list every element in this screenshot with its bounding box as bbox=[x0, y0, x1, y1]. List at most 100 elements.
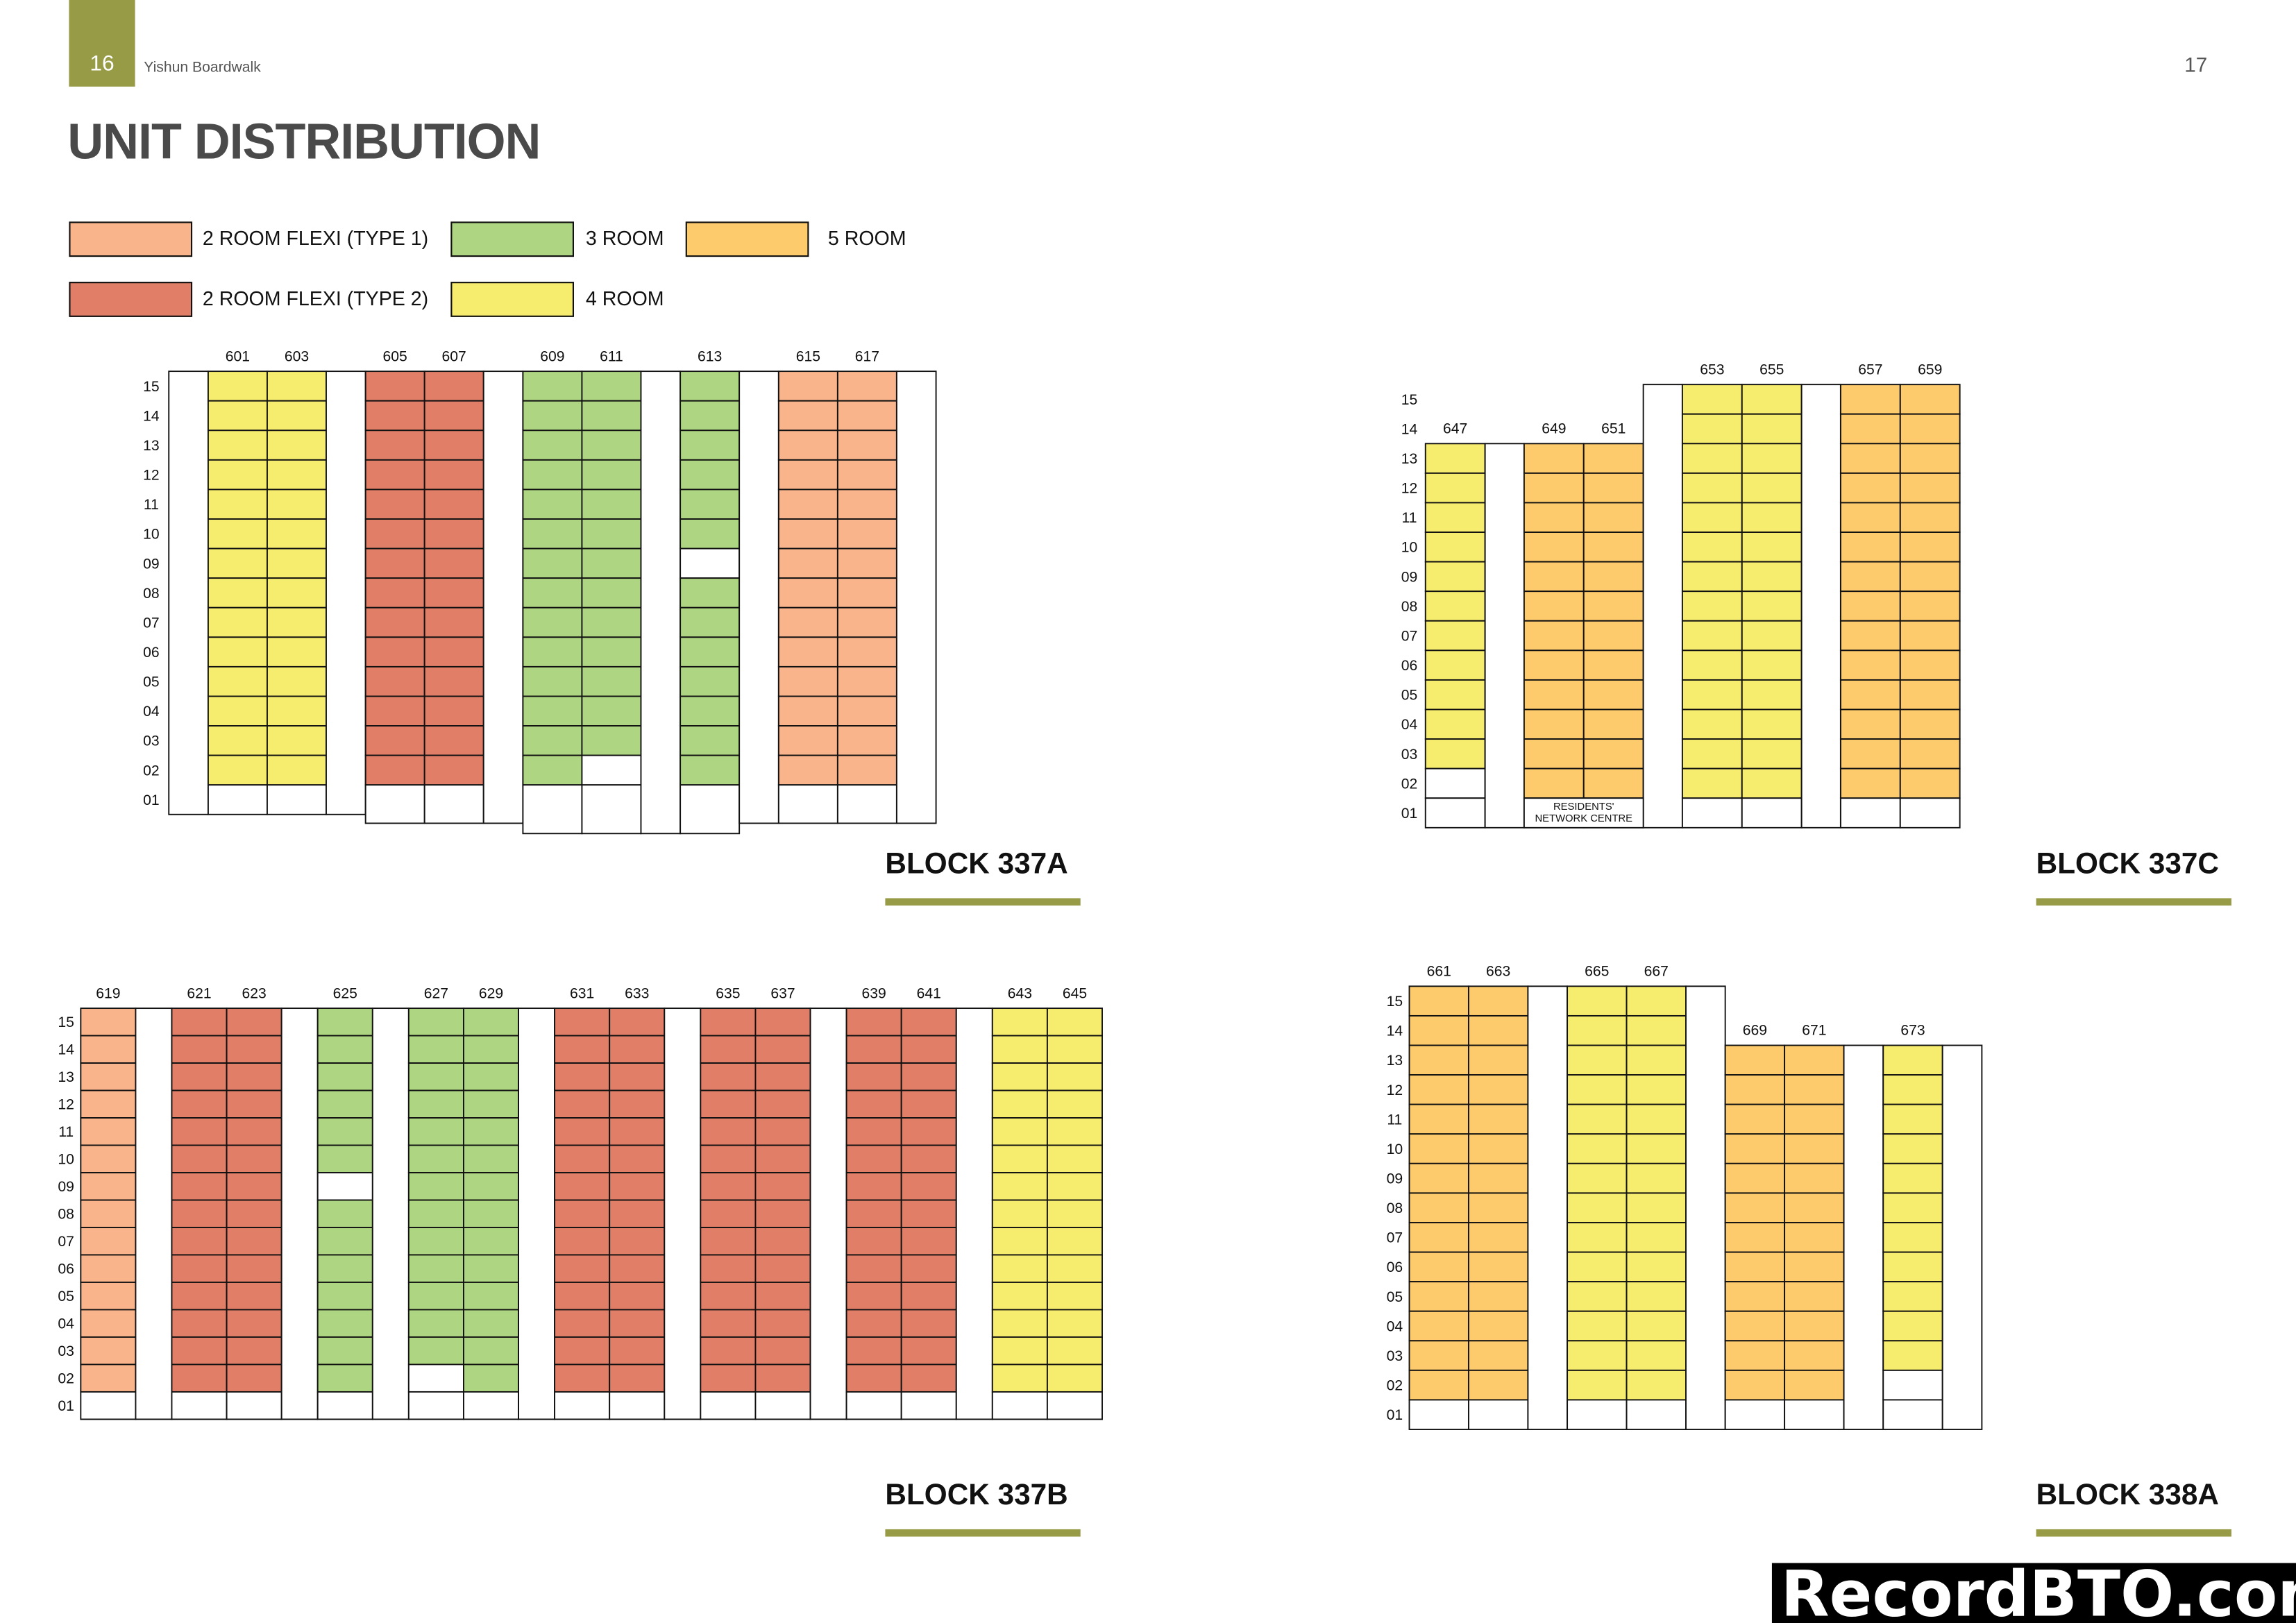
unit-cell-605-13 bbox=[364, 430, 425, 461]
unit-cell-663-01 bbox=[1467, 1399, 1529, 1430]
unit-number-label: 625 bbox=[333, 985, 357, 1001]
unit-cell-645-15 bbox=[1046, 1008, 1103, 1037]
unit-cell-669-13 bbox=[1724, 1044, 1786, 1076]
unit-cell-653-15 bbox=[1681, 384, 1743, 415]
unit-cell-607-01 bbox=[423, 784, 484, 824]
unit-cell-603-09 bbox=[266, 547, 327, 579]
unit-cell-603-04 bbox=[266, 695, 327, 726]
unit-cell-649-04 bbox=[1523, 708, 1585, 740]
unit-cell-661-14 bbox=[1408, 1014, 1469, 1046]
unit-cell-625-13 bbox=[316, 1062, 373, 1091]
unit-cell-615-04 bbox=[777, 695, 838, 726]
floor-label: 15 bbox=[1401, 392, 1418, 408]
floor-label: 15 bbox=[143, 379, 160, 395]
unit-cell-611-03 bbox=[581, 725, 642, 756]
unit-cell-647-04 bbox=[1424, 708, 1486, 740]
unit-cell-649-10 bbox=[1523, 532, 1585, 563]
floor-label: 02 bbox=[1387, 1378, 1403, 1394]
unit-cell-669-02 bbox=[1724, 1369, 1786, 1401]
unit-cell-633-14 bbox=[609, 1035, 666, 1064]
legend-label-room5: 5 ROOM bbox=[827, 227, 906, 250]
unit-cell-629-03 bbox=[462, 1336, 520, 1366]
unit-cell-653-04 bbox=[1681, 708, 1743, 740]
unit-cell-611-06 bbox=[581, 636, 642, 668]
unit-cell-661-03 bbox=[1408, 1340, 1469, 1371]
unit-cell-665-05 bbox=[1567, 1281, 1628, 1312]
unit-cell-665-11 bbox=[1567, 1103, 1628, 1135]
unit-cell-653-10 bbox=[1681, 532, 1743, 563]
unit-number-label: 667 bbox=[1644, 964, 1669, 980]
unit-cell-627-10 bbox=[407, 1144, 464, 1173]
unit-cell-641-12 bbox=[900, 1089, 957, 1119]
floor-label: 05 bbox=[58, 1289, 74, 1305]
unit-cell-653-12 bbox=[1681, 472, 1743, 504]
unit-number-label: 641 bbox=[917, 985, 941, 1001]
unit-cell-641-15 bbox=[900, 1008, 957, 1037]
unit-cell-669-08 bbox=[1724, 1192, 1786, 1223]
unit-cell-671-13 bbox=[1784, 1044, 1845, 1076]
unit-cell-631-04 bbox=[554, 1309, 611, 1338]
unit-cell-659-07 bbox=[1899, 620, 1961, 652]
unit-number-label: 663 bbox=[1486, 964, 1510, 980]
unit-cell-607-05 bbox=[423, 665, 484, 697]
unit-cell-635-02 bbox=[700, 1363, 757, 1393]
unit-cell-629-10 bbox=[462, 1144, 520, 1173]
unit-cell-665-04 bbox=[1567, 1310, 1628, 1342]
unit-cell-667-07 bbox=[1626, 1222, 1687, 1253]
unit-cell-669-01 bbox=[1724, 1399, 1786, 1430]
unit-cell-603-11 bbox=[266, 488, 327, 520]
unit-cell-655-10 bbox=[1741, 532, 1803, 563]
floor-label: 04 bbox=[1401, 717, 1418, 733]
residents-network-centre-label: NETWORK CENTRE bbox=[1535, 813, 1632, 824]
unit-cell-623-13 bbox=[226, 1062, 282, 1091]
unit-number-label: 653 bbox=[1700, 362, 1724, 377]
floor-label: 09 bbox=[1387, 1171, 1403, 1187]
unit-number-label: 623 bbox=[242, 985, 266, 1001]
unit-cell-611-15 bbox=[581, 371, 642, 402]
unit-cell-653-06 bbox=[1681, 649, 1743, 681]
floor-label: 05 bbox=[1401, 688, 1418, 704]
unit-cell-643-05 bbox=[991, 1282, 1048, 1311]
unit-cell-661-07 bbox=[1408, 1222, 1469, 1253]
unit-cell-605-08 bbox=[364, 577, 425, 609]
unit-cell-657-15 bbox=[1839, 384, 1901, 415]
unit-cell-623-10 bbox=[226, 1144, 282, 1173]
unit-cell-653-07 bbox=[1681, 620, 1743, 652]
unit-cell-607-02 bbox=[423, 754, 484, 786]
unit-cell-645-12 bbox=[1046, 1089, 1103, 1119]
unit-cell-663-13 bbox=[1467, 1044, 1529, 1076]
unit-cell-643-03 bbox=[991, 1336, 1048, 1366]
unit-cell-637-01 bbox=[754, 1391, 811, 1420]
unit-cell-651-02 bbox=[1582, 767, 1644, 799]
unit-cell-661-06 bbox=[1408, 1251, 1469, 1283]
unit-cell-655-04 bbox=[1741, 708, 1803, 740]
unit-cell-657-04 bbox=[1839, 708, 1901, 740]
unit-cell-639-13 bbox=[845, 1062, 902, 1091]
void-column bbox=[518, 1008, 556, 1420]
unit-cell-611-13 bbox=[581, 430, 642, 461]
unit-cell-651-07 bbox=[1582, 620, 1644, 652]
unit-cell-637-03 bbox=[754, 1336, 811, 1366]
block-337c-title: BLOCK 337C bbox=[2036, 848, 2219, 881]
unit-cell-663-04 bbox=[1467, 1310, 1529, 1342]
unit-cell-647-06 bbox=[1424, 649, 1486, 681]
unit-number-label: 649 bbox=[1542, 421, 1566, 437]
unit-cell-649-09 bbox=[1523, 561, 1585, 593]
unit-cell-655-05 bbox=[1741, 679, 1803, 711]
unit-cell-633-13 bbox=[609, 1062, 666, 1091]
unit-cell-639-02 bbox=[845, 1363, 902, 1393]
unit-cell-645-05 bbox=[1046, 1282, 1103, 1311]
unit-cell-613-06 bbox=[679, 636, 741, 668]
unit-cell-661-04 bbox=[1408, 1310, 1469, 1342]
void-column bbox=[809, 1008, 847, 1420]
unit-cell-621-05 bbox=[171, 1282, 228, 1311]
unit-cell-623-03 bbox=[226, 1336, 282, 1366]
floor-label: 11 bbox=[58, 1124, 74, 1140]
unit-cell-629-13 bbox=[462, 1062, 520, 1091]
unit-cell-649-05 bbox=[1523, 679, 1585, 711]
unit-cell-607-11 bbox=[423, 488, 484, 520]
unit-cell-621-03 bbox=[171, 1336, 228, 1366]
floor-label: 12 bbox=[143, 468, 160, 484]
unit-cell-619-05 bbox=[80, 1282, 137, 1311]
unit-cell-671-11 bbox=[1784, 1103, 1845, 1135]
